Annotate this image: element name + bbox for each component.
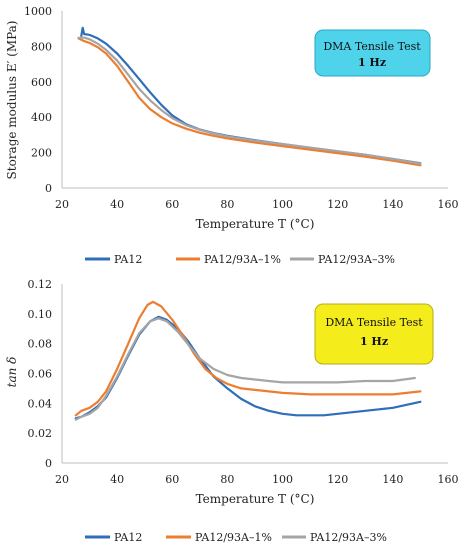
x-tick-labels: 20 40 60 80 100 120 140 160 bbox=[55, 198, 459, 211]
x-tick-label: 40 bbox=[110, 473, 124, 486]
x-tick-label: 80 bbox=[220, 198, 234, 211]
series-line-pa12-93a-1 bbox=[77, 37, 422, 167]
y-tick-label: 0.02 bbox=[28, 427, 53, 440]
y-tick-label: 200 bbox=[31, 147, 52, 160]
y-tick-label: 1000 bbox=[24, 5, 52, 18]
annotation-box-subtitle: 1 Hz bbox=[360, 335, 388, 348]
annotation-box: DMA Tensile Test 1 Hz bbox=[314, 29, 431, 77]
legend: PA12 PA12/93A–1% PA12/93A–3% bbox=[85, 531, 387, 544]
x-tick-label: 20 bbox=[55, 198, 69, 211]
y-tick-label: 800 bbox=[31, 40, 52, 53]
x-axis-label: Temperature T (°C) bbox=[196, 217, 315, 231]
y-tick-labels: 0 200 400 600 800 1000 bbox=[24, 5, 52, 195]
x-tick-label: 160 bbox=[438, 473, 459, 486]
chart-tan-delta: 0 0.02 0.04 0.06 0.08 0.10 0.12 20 40 60 80 100 120… bbox=[5, 278, 459, 544]
x-tick-label: 140 bbox=[382, 198, 403, 211]
y-tick-label: 0.08 bbox=[28, 338, 53, 351]
legend: PA12 PA12/93A–1% PA12/93A–3% bbox=[85, 253, 395, 266]
x-tick-label: 100 bbox=[272, 198, 293, 211]
legend-label-pa12-93a-3: PA12/93A–3% bbox=[310, 531, 387, 544]
x-tick-label: 80 bbox=[220, 473, 234, 486]
series-lines bbox=[74, 300, 422, 421]
x-tick-label: 100 bbox=[272, 473, 293, 486]
x-tick-label: 140 bbox=[382, 473, 403, 486]
y-axis-label: tan δ bbox=[5, 357, 19, 388]
y-axis-label: Storage modulus E′ (MPa) bbox=[5, 21, 19, 180]
x-axis-label: Temperature T (°C) bbox=[196, 492, 315, 506]
chart-storage-modulus: 0 200 400 600 800 1000 20 40 60 80 100 120 140 160 S… bbox=[5, 5, 459, 266]
legend-label-pa12-93a-1: PA12/93A–1% bbox=[195, 531, 272, 544]
y-tick-label: 0 bbox=[45, 182, 52, 195]
y-tick-label: 0.10 bbox=[28, 308, 53, 321]
y-tick-labels: 0 0.02 0.04 0.06 0.08 0.10 0.12 bbox=[28, 278, 53, 470]
annotation-box-title: DMA Tensile Test bbox=[325, 316, 423, 329]
legend-label-pa12-93a-1: PA12/93A–1% bbox=[204, 253, 281, 266]
annotation-box-bg bbox=[314, 29, 431, 77]
series-line-pa12-93a-3 bbox=[74, 317, 416, 421]
x-tick-label: 60 bbox=[165, 473, 179, 486]
legend-label-pa12: PA12 bbox=[114, 253, 142, 266]
legend-label-pa12-93a-3: PA12/93A–3% bbox=[318, 253, 395, 266]
annotation-box: DMA Tensile Test 1 Hz bbox=[314, 303, 434, 365]
x-tick-label: 120 bbox=[327, 473, 348, 486]
series-line-pa12-93a-3 bbox=[77, 36, 422, 165]
x-tick-labels: 20 40 60 80 100 120 140 160 bbox=[55, 473, 459, 486]
y-tick-label: 0.04 bbox=[28, 397, 53, 410]
y-tick-label: 0.12 bbox=[28, 278, 53, 291]
annotation-box-subtitle: 1 Hz bbox=[358, 56, 386, 69]
y-tick-label: 0.06 bbox=[28, 368, 53, 381]
x-tick-label: 60 bbox=[165, 198, 179, 211]
annotation-box-title: DMA Tensile Test bbox=[323, 40, 421, 53]
x-tick-label: 40 bbox=[110, 198, 124, 211]
legend-label-pa12: PA12 bbox=[114, 531, 142, 544]
y-tick-label: 600 bbox=[31, 76, 52, 89]
y-tick-label: 400 bbox=[31, 111, 52, 124]
series-lines bbox=[77, 26, 422, 167]
annotation-box-bg bbox=[314, 303, 434, 365]
x-tick-label: 20 bbox=[55, 473, 69, 486]
x-tick-label: 160 bbox=[438, 198, 459, 211]
x-tick-label: 120 bbox=[327, 198, 348, 211]
y-tick-label: 0 bbox=[45, 457, 52, 470]
